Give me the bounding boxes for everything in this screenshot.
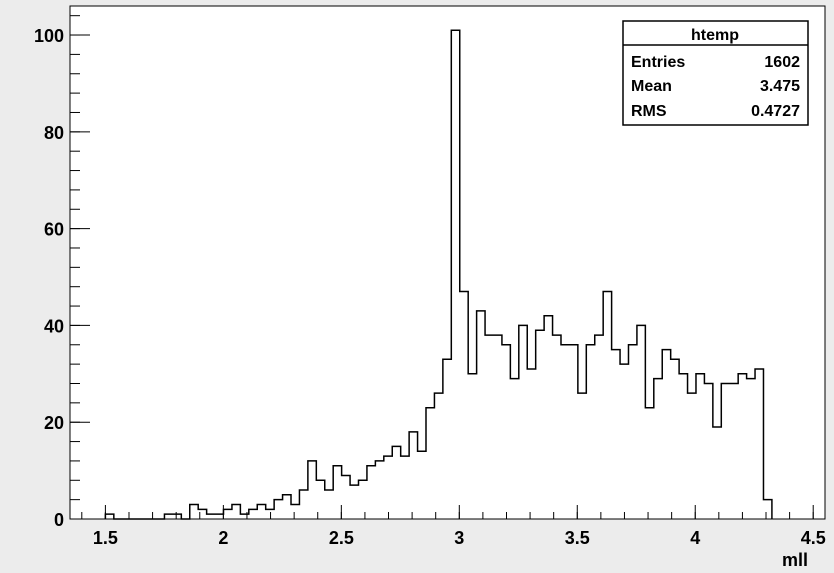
stats-entries-label: Entries [631, 54, 685, 71]
stats-mean-value: 3.475 [760, 78, 800, 95]
histogram-outline [104, 29, 773, 520]
axis-layer: 1.5 2 2.5 3 3.5 4 4.5 0 20 40 60 80 100 [34, 15, 826, 548]
histogram-layer [104, 29, 773, 520]
stats-mean-label: Mean [631, 78, 672, 95]
stats-box-frame [622, 20, 809, 126]
y-tick-label: 60 [44, 220, 64, 240]
x-axis-title: mll [782, 550, 808, 570]
stats-rms-value: 0.4727 [751, 103, 800, 120]
y-tick-label: 0 [54, 510, 64, 530]
x-tick-label: 3.5 [565, 528, 590, 548]
x-tick-label: 1.5 [93, 528, 118, 548]
x-tick-label: 3 [454, 528, 464, 548]
y-tick-label: 40 [44, 316, 64, 336]
stats-rms-label: RMS [631, 103, 667, 120]
x-tick-label: 2.5 [329, 528, 354, 548]
y-tick-label: 100 [34, 26, 64, 46]
x-tick-label: 4 [690, 528, 700, 548]
stats-box-title: htemp [691, 27, 739, 44]
y-tick-label: 80 [44, 123, 64, 143]
stats-entries-value: 1602 [764, 54, 800, 71]
x-tick-label: 4.5 [801, 528, 826, 548]
stats-box: htemp Entries 1602 Mean 3.475 RMS 0.4727 [622, 20, 809, 126]
x-tick-label: 2 [218, 528, 228, 548]
y-tick-label: 20 [44, 413, 64, 433]
